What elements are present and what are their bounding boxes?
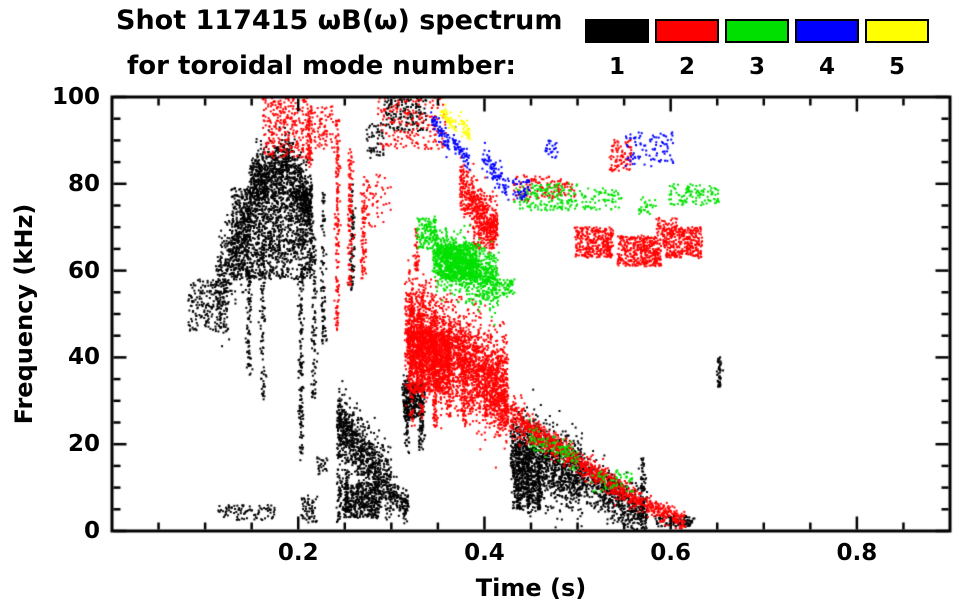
legend-swatch-mode-5	[865, 19, 929, 43]
legend-label-mode-5: 5	[888, 54, 906, 80]
x-tick-label: 0.6	[650, 540, 692, 566]
legend-swatch-mode-1	[585, 19, 649, 43]
x-tick-label: 0.8	[836, 540, 878, 566]
legend-label-mode-4: 4	[818, 54, 836, 80]
y-tick-label: 40	[67, 344, 100, 371]
chart-title: Shot 117415 ωB(ω) spectrum	[116, 5, 563, 36]
legend-swatch-mode-2	[655, 19, 719, 43]
y-tick-label: 100	[51, 84, 100, 110]
legend-label-mode-3: 3	[748, 54, 766, 80]
x-tick-label: 0.2	[277, 540, 319, 566]
y-axis-label: Frequency (kHz)	[10, 203, 38, 425]
legend-swatch-mode-4	[795, 19, 859, 43]
y-tick-label: 80	[67, 170, 100, 197]
legend-label-mode-2: 2	[678, 54, 696, 80]
legend-label-mode-1: 1	[608, 54, 626, 80]
legend-swatch-mode-3	[725, 19, 789, 43]
y-tick-label: 20	[67, 431, 100, 458]
y-tick-label: 0	[83, 518, 100, 544]
y-tick-label: 60	[67, 257, 100, 284]
x-axis-label: Time (s)	[475, 574, 587, 602]
chart-subtitle: for toroidal mode number:	[127, 51, 516, 81]
x-tick-label: 0.4	[464, 540, 505, 566]
